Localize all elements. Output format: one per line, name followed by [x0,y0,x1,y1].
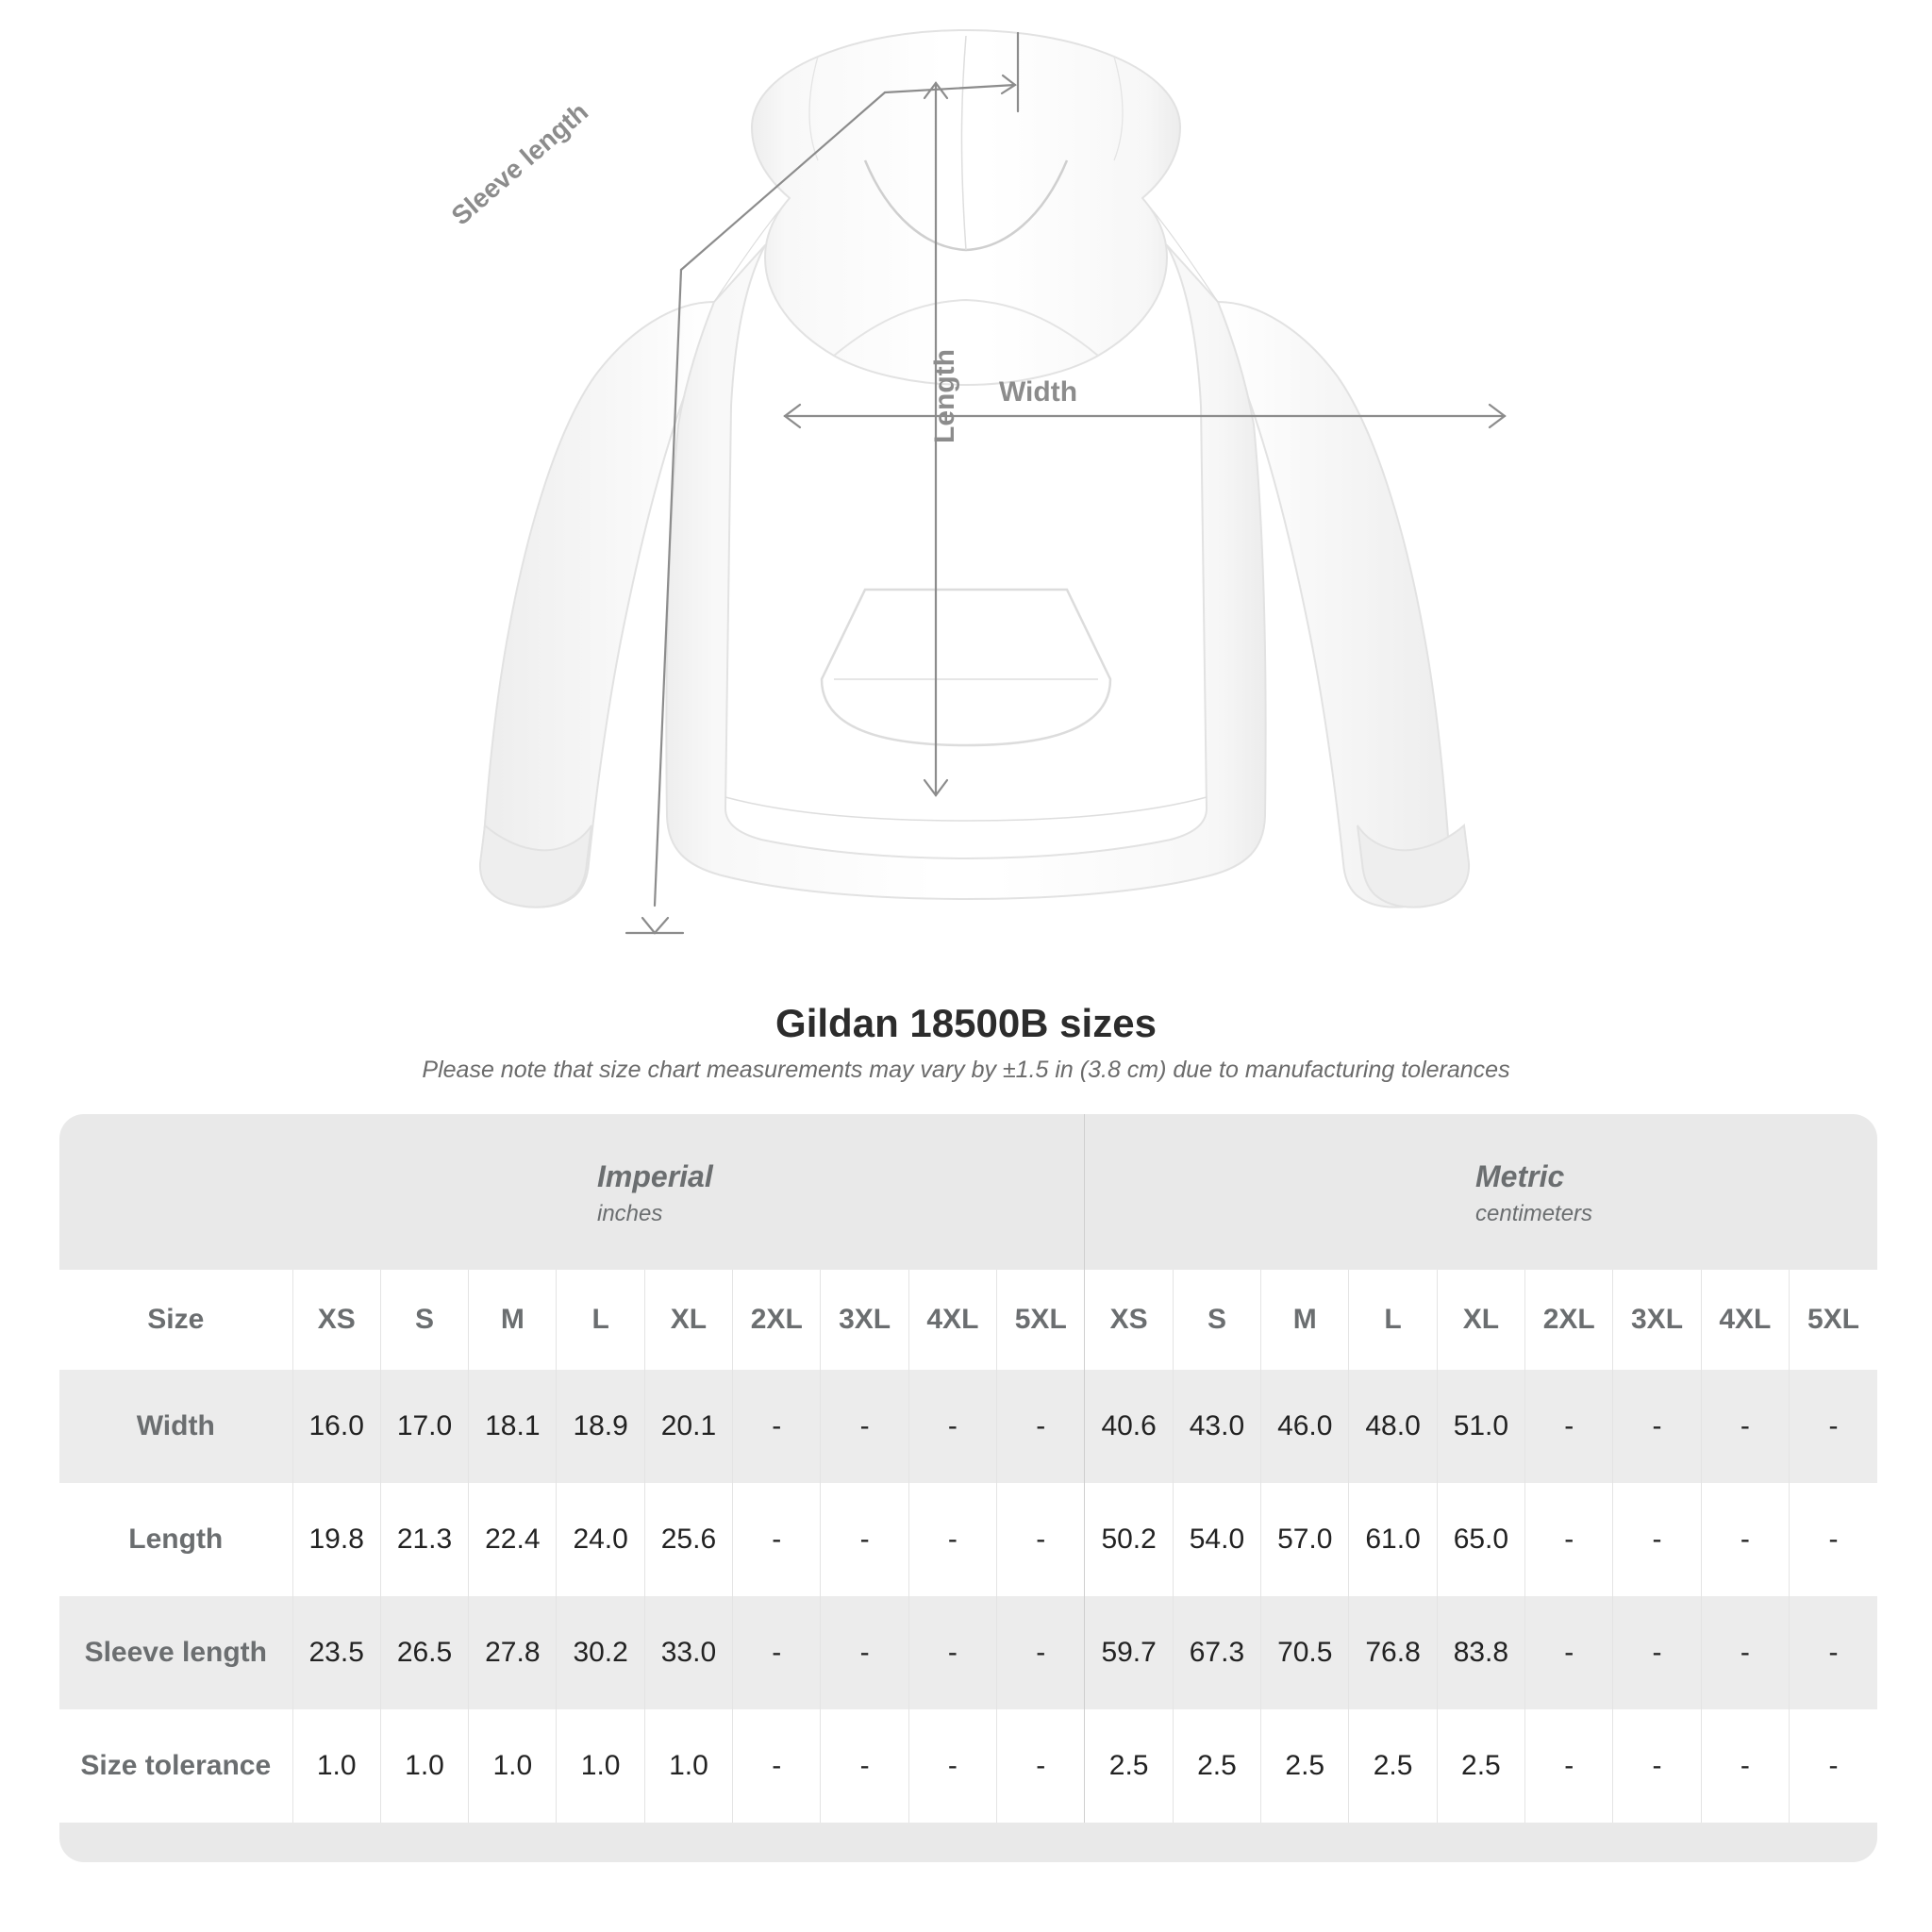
svg-text:Length: Length [929,349,960,443]
svg-text:Sleeve length: Sleeve length [446,97,594,231]
svg-text:Width: Width [999,376,1077,408]
